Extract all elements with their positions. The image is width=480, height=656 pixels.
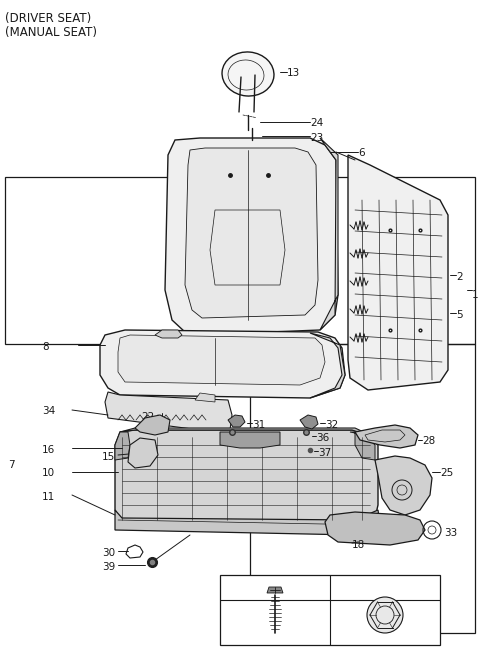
Text: 32: 32 xyxy=(325,420,338,430)
Text: 6: 6 xyxy=(358,148,365,158)
Text: 15: 15 xyxy=(102,452,115,462)
Polygon shape xyxy=(165,138,338,335)
Polygon shape xyxy=(350,432,375,460)
Text: (DRIVER SEAT): (DRIVER SEAT) xyxy=(5,12,91,25)
Text: 36: 36 xyxy=(316,433,329,443)
Text: 39: 39 xyxy=(102,562,115,572)
Text: 18: 18 xyxy=(352,540,365,550)
Polygon shape xyxy=(375,456,432,515)
Text: 24: 24 xyxy=(310,118,323,128)
Text: 23: 23 xyxy=(310,133,323,143)
Text: 36: 36 xyxy=(242,433,255,443)
Polygon shape xyxy=(195,393,215,402)
Text: 13: 13 xyxy=(287,68,300,78)
Text: 16: 16 xyxy=(42,445,55,455)
Text: 28: 28 xyxy=(422,436,435,446)
Text: 35: 35 xyxy=(268,578,282,588)
Text: 11: 11 xyxy=(42,492,55,502)
Polygon shape xyxy=(115,432,130,460)
Polygon shape xyxy=(105,392,232,430)
Polygon shape xyxy=(320,138,338,330)
Text: 1: 1 xyxy=(472,290,479,300)
Polygon shape xyxy=(128,438,158,468)
Polygon shape xyxy=(115,510,380,535)
Text: 37: 37 xyxy=(318,448,331,458)
Text: 34: 34 xyxy=(42,406,55,416)
Text: 2: 2 xyxy=(456,272,463,282)
Polygon shape xyxy=(185,148,318,318)
Text: 38: 38 xyxy=(378,578,392,588)
Polygon shape xyxy=(135,415,170,435)
Text: 7: 7 xyxy=(8,460,14,470)
Polygon shape xyxy=(300,415,318,429)
Polygon shape xyxy=(355,425,418,448)
Circle shape xyxy=(367,597,403,633)
Text: 30: 30 xyxy=(102,548,115,558)
Polygon shape xyxy=(115,430,378,528)
Text: 25: 25 xyxy=(440,468,453,478)
Text: 5: 5 xyxy=(456,310,463,320)
Polygon shape xyxy=(267,587,283,593)
Polygon shape xyxy=(118,335,325,385)
Polygon shape xyxy=(228,415,245,427)
Text: 10: 10 xyxy=(42,468,55,478)
Polygon shape xyxy=(348,155,448,390)
Text: 31: 31 xyxy=(252,420,265,430)
Bar xyxy=(5,177,475,344)
Bar xyxy=(250,344,475,633)
Polygon shape xyxy=(310,333,345,398)
Bar xyxy=(220,575,440,645)
Polygon shape xyxy=(220,432,280,448)
Text: 8: 8 xyxy=(42,342,48,352)
Text: 33: 33 xyxy=(444,528,457,538)
Text: (MANUAL SEAT): (MANUAL SEAT) xyxy=(5,26,97,39)
Polygon shape xyxy=(100,330,345,398)
Polygon shape xyxy=(155,330,182,338)
Polygon shape xyxy=(120,428,378,445)
Polygon shape xyxy=(325,512,425,545)
Ellipse shape xyxy=(222,52,274,96)
Text: 22: 22 xyxy=(142,412,155,422)
